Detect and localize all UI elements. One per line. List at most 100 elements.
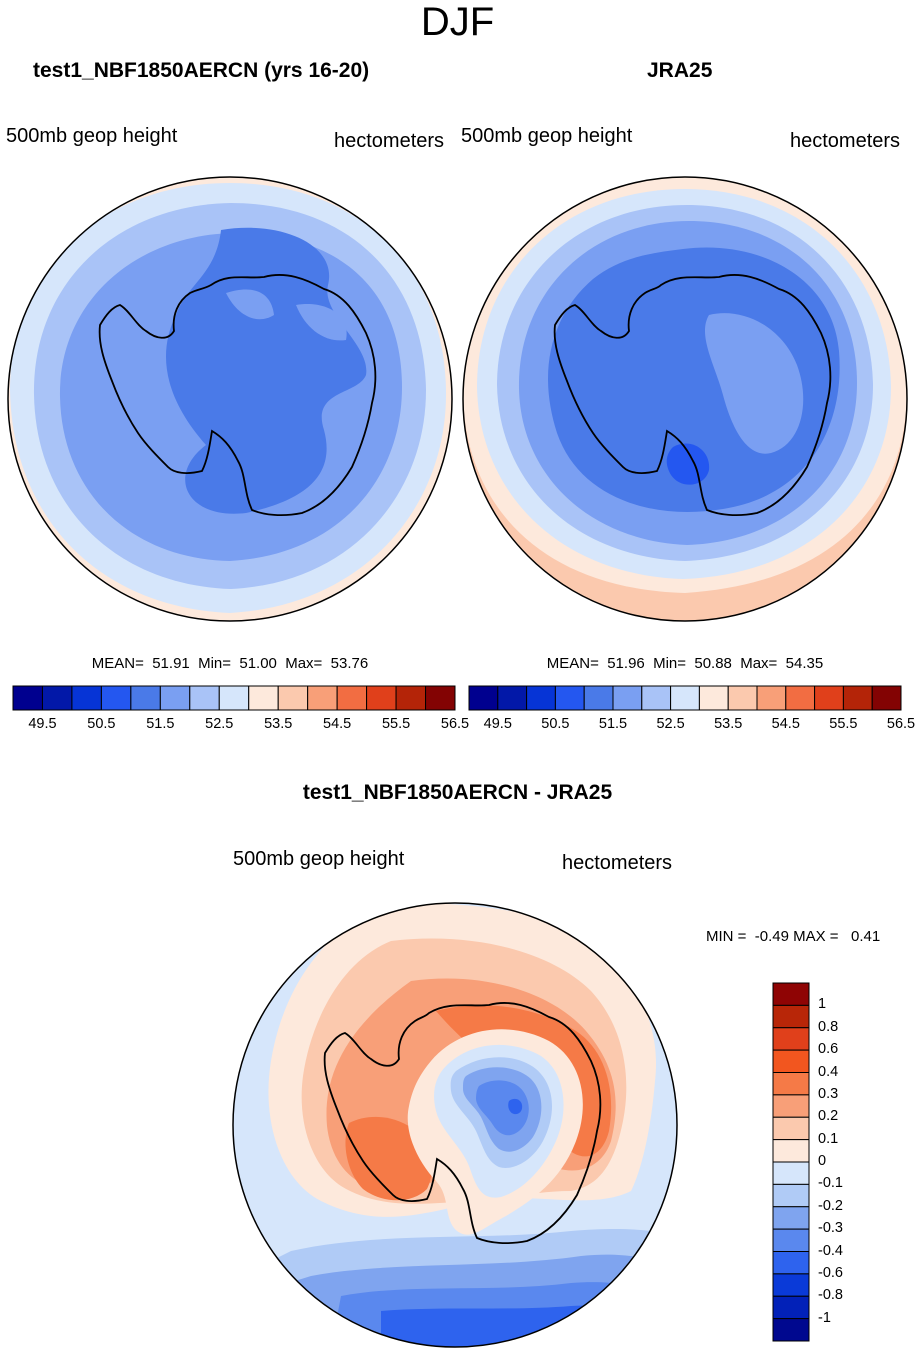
panel2-colorbar [468,685,902,711]
colorbar-tick-label: 0.3 [818,1085,839,1102]
panel3-coastline [323,1002,602,1245]
panel3-colorbar [772,982,810,1342]
panel1-patch-51-5 [226,289,274,320]
colorbar-swatch [583,685,614,711]
colorbar-tick-label: 0.6 [818,1041,839,1058]
colorbar-swatch [277,685,309,711]
colorbar-swatch [772,1183,810,1208]
colorbar-swatch [772,1139,810,1163]
colorbar-swatch [772,1273,810,1297]
colorbar-swatch [130,685,161,711]
panel1-band-51 [166,227,367,514]
colorbar-swatch [497,685,528,711]
colorbar-swatch [727,685,758,711]
colorbar-swatch [100,685,132,711]
colorbar-swatch [612,685,643,711]
colorbar-tick-label: 0 [818,1153,827,1169]
panel1-left-label: 500mb geop height [6,125,178,147]
panel1-title: test1_NBF1850AERCN (yrs 16-20) [33,59,370,82]
colorbar-tick-label: 52.5 [205,716,234,732]
panel3-neg-06 [508,1098,523,1115]
colorbar-swatch [71,685,102,711]
colorbar-tick-label: -0.3 [818,1220,843,1237]
colorbar-tick-label: 51.5 [146,716,175,732]
panel3-colorbar-ticks: 1 0.8 0.6 0.4 0.3 0.2 0.1 0 -0.1 -0.2 -0.3 -0.4 -0.6… [812,982,872,1342]
colorbar-swatch [772,1004,810,1029]
colorbar-swatch [468,685,499,711]
panel1-coastline [98,274,377,517]
colorbar-tick-label: -1 [818,1309,831,1326]
colorbar-tick-label: -0.6 [818,1264,843,1281]
colorbar-swatch [772,1049,810,1073]
colorbar-swatch [756,685,787,711]
panel3-patch-pos-04-sw [345,1116,432,1201]
panel1-colorbar-ticks: 49.5 50.5 51.5 52.5 53.5 54.5 55.5 56.5 [12,716,469,736]
colorbar-tick-label: 55.5 [829,716,858,732]
colorbar-tick-label: 54.5 [771,716,800,732]
panel2-right-label: hectometers [790,130,901,152]
colorbar-swatch [336,685,368,711]
panel1-right-label: hectometers [334,130,445,152]
colorbar-swatch [871,685,902,711]
colorbar-tick-label: 50.5 [541,716,570,732]
colorbar-swatch [772,1094,810,1118]
colorbar-tick-label: 56.5 [886,716,915,732]
panel1-stats: MEAN= 51.91 Min= 51.00 Max= 53.76 [91,655,369,672]
colorbar-tick-label: 51.5 [598,716,628,732]
colorbar-tick-label: 53.5 [264,716,293,732]
colorbar-swatch [395,685,427,711]
colorbar-swatch [218,685,250,711]
colorbar-swatch [842,685,873,711]
panel3-stats: MIN = -0.49 MAX = 0.41 [706,928,881,945]
colorbar-swatch [307,685,338,711]
colorbar-swatch [772,1072,810,1096]
panel2-title: JRA25 [647,59,713,82]
panel3-title: test1_NBF1850AERCN - JRA25 [302,781,613,804]
panel1-polar-map [7,176,453,622]
colorbar-tick-label: 52.5 [656,716,685,732]
colorbar-swatch [554,685,585,711]
colorbar-tick-label: 0.2 [818,1108,839,1125]
colorbar-tick-label: 0.8 [818,1018,839,1035]
colorbar-tick-label: 54.5 [323,716,352,732]
colorbar-swatch [366,685,397,711]
colorbar-swatch [248,685,279,711]
colorbar-swatch [189,685,220,711]
colorbar-swatch [41,685,73,711]
panel3-polar-map [232,902,678,1348]
colorbar-swatch [772,1206,810,1230]
colorbar-tick-label: -0.4 [818,1242,843,1259]
colorbar-swatch [641,685,672,711]
colorbar-swatch [772,1228,810,1252]
colorbar-swatch [698,685,729,711]
colorbar-swatch [159,685,191,711]
colorbar-swatch [772,1116,810,1141]
colorbar-tick-label: 53.5 [714,716,743,732]
colorbar-tick-label: 49.5 [28,716,57,732]
panel3-right-label: hectometers [562,852,673,874]
panel2-polar-map [462,176,908,622]
panel2-patch-51-5 [704,313,804,454]
colorbar-swatch [12,685,43,711]
panel1-patch-51-5b [296,304,347,341]
panel2-colorbar-ticks: 49.5 50.5 51.5 52.5 53.5 54.5 55.5 56.5 [468,716,915,736]
colorbar-swatch [772,1318,810,1342]
colorbar-tick-label: 55.5 [381,716,411,732]
colorbar-swatch [670,685,700,711]
colorbar-tick-label: 49.5 [483,716,512,732]
colorbar-swatch [772,1295,810,1320]
colorbar-tick-label: 56.5 [440,716,470,732]
colorbar-swatch [772,982,810,1006]
colorbar-tick-label: -0.2 [818,1197,843,1214]
colorbar-swatch [772,1251,810,1275]
colorbar-tick-label: 50.5 [87,716,116,732]
colorbar-tick-label: 1 [818,996,827,1013]
colorbar-swatch [772,1027,810,1051]
panel3-left-label: 500mb geop height [233,848,405,870]
panel2-coastline [553,274,832,517]
figure-title: DJF [420,0,495,44]
colorbar-swatch [425,685,456,711]
panel2-left-label: 500mb geop height [461,125,633,147]
panel3-neg-04 [476,1080,529,1136]
panel1-colorbar [12,685,456,711]
